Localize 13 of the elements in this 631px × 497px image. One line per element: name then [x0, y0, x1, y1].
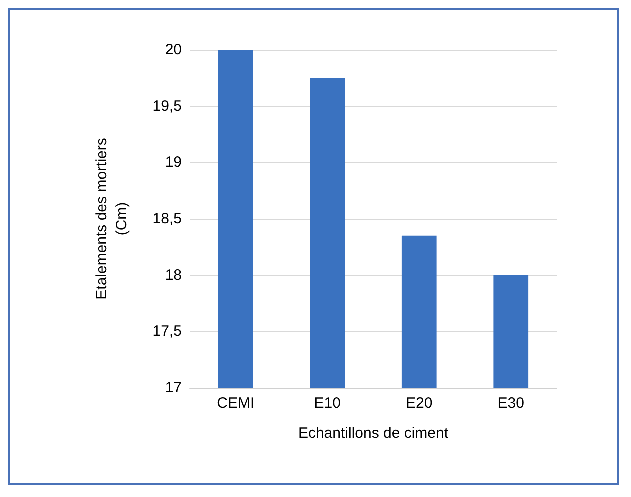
y-tick-label: 20: [165, 42, 182, 58]
x-tick-label: E10: [314, 395, 341, 412]
y-tick-label: 19,5: [152, 98, 182, 115]
y-tick-label: 19: [165, 154, 182, 172]
x-axis-title: Echantillons de ciment: [298, 425, 450, 442]
y-axis-title: Etalements des mortiers (Cm): [94, 138, 130, 300]
y-tick-label: 17,5: [152, 323, 182, 340]
x-tick-label: E30: [498, 395, 524, 412]
y-tick-label: 17: [165, 380, 182, 396]
x-tick-label: E20: [406, 395, 433, 412]
y-tick-label: 18,5: [152, 210, 182, 228]
y-tick-label: 18: [165, 266, 182, 284]
x-tick-label: CEMI: [217, 395, 255, 412]
